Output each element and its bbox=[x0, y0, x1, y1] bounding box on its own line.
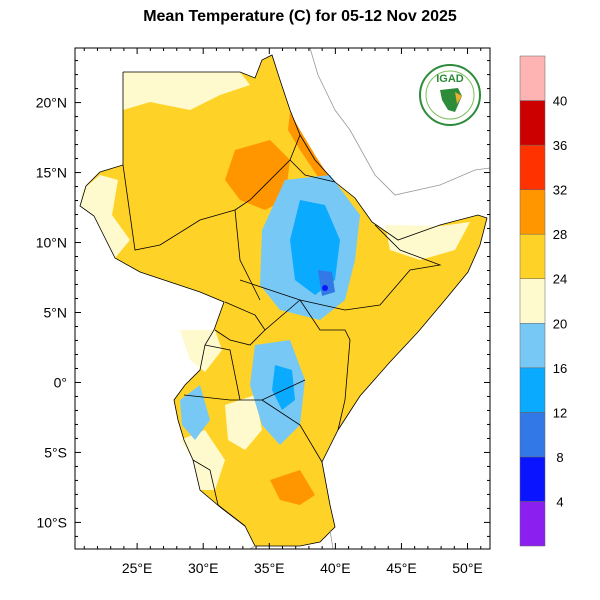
lat-tick-label: 0° bbox=[54, 374, 67, 390]
lat-tick-label: 15°N bbox=[36, 165, 67, 181]
border-line bbox=[214, 329, 266, 346]
colorbar-label: 8 bbox=[556, 450, 563, 465]
lon-tick-label: 30°E bbox=[188, 560, 219, 576]
colorbar-label: 40 bbox=[553, 94, 567, 109]
border-line bbox=[183, 394, 240, 401]
lon-tick-label: 35°E bbox=[254, 560, 285, 576]
colorbar-swatch bbox=[519, 278, 546, 324]
colorbar-swatch bbox=[519, 55, 546, 101]
colorbar-label: 12 bbox=[553, 405, 567, 420]
lon-tick-label: 45°E bbox=[386, 560, 417, 576]
border-line bbox=[299, 299, 351, 431]
temperature-region bbox=[272, 365, 295, 410]
border-line bbox=[261, 399, 323, 463]
colorbar-swatch bbox=[519, 501, 546, 547]
temperature-region bbox=[290, 200, 340, 295]
lon-tick-label: 25°E bbox=[122, 560, 153, 576]
temperature-region bbox=[180, 385, 210, 440]
temperature-region bbox=[318, 270, 335, 296]
colorbar-label: 32 bbox=[553, 183, 567, 198]
lat-tick-label: 5°N bbox=[44, 304, 68, 320]
axis-ticks: 25°E 30°E 35°E 40°E 45°E 50°E 20°N 15°N 10°N 5°N 0… bbox=[36, 48, 490, 576]
colorbar-swatch bbox=[519, 100, 546, 146]
temperature-region bbox=[288, 112, 330, 180]
border-line bbox=[122, 164, 261, 301]
colorbar-swatch bbox=[519, 189, 546, 235]
colorbar-swatch bbox=[519, 456, 546, 502]
temperature-region bbox=[180, 430, 225, 490]
temperature-region bbox=[180, 330, 222, 372]
border-line bbox=[224, 299, 301, 331]
temperature-region bbox=[270, 470, 315, 505]
lat-tick-label: 20°N bbox=[36, 95, 67, 111]
colorbar-swatch bbox=[519, 144, 546, 190]
temperature-region bbox=[225, 395, 262, 450]
border-line bbox=[239, 224, 442, 311]
colorbar-swatch bbox=[519, 233, 546, 279]
colorbar-label: 16 bbox=[553, 361, 567, 376]
colorbar-swatch bbox=[519, 412, 546, 458]
outer-border-line bbox=[309, 47, 491, 196]
temperature-region bbox=[322, 285, 328, 291]
colorbar-label: 24 bbox=[553, 272, 567, 287]
lat-tick-label: 5°S bbox=[44, 444, 67, 460]
temperature-region bbox=[385, 222, 470, 260]
svg-text:IGAD: IGAD bbox=[436, 73, 464, 85]
colorbar-label: 36 bbox=[553, 138, 567, 153]
colorbar: 4 8 12 16 20 24 28 32 36 40 bbox=[519, 55, 567, 547]
map-title: Mean Temperature (C) for 05-12 Nov 2025 bbox=[143, 8, 457, 25]
temperature-region bbox=[80, 175, 130, 258]
outer-border-line bbox=[329, 529, 334, 550]
country-borders bbox=[79, 47, 491, 550]
border-line bbox=[234, 134, 301, 211]
land-fill bbox=[80, 55, 487, 546]
igad-logo: IGAD bbox=[419, 64, 481, 126]
colorbar-label: 4 bbox=[556, 494, 563, 509]
colorbar-label: 20 bbox=[553, 316, 567, 331]
coastline bbox=[79, 54, 488, 547]
temperature-region bbox=[225, 140, 290, 210]
colorbar-swatch bbox=[519, 367, 546, 413]
lon-tick-label: 50°E bbox=[452, 560, 483, 576]
lat-tick-label: 10°S bbox=[36, 514, 67, 530]
colorbar-swatch bbox=[519, 323, 546, 369]
colorbar-label: 28 bbox=[553, 227, 567, 242]
lon-tick-label: 40°E bbox=[320, 560, 351, 576]
lat-tick-label: 10°N bbox=[36, 235, 67, 251]
temperature-region bbox=[123, 72, 250, 110]
border-line bbox=[289, 159, 336, 183]
